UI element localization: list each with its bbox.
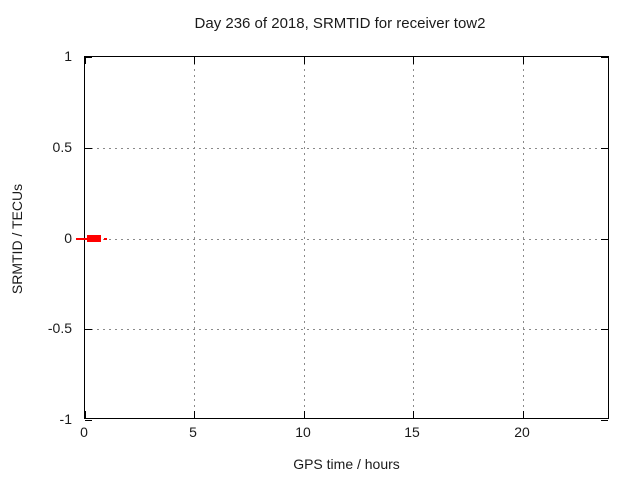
x-tick-label: 0 [80, 424, 88, 440]
x-tick-bottom [304, 411, 305, 418]
y-tick-label: 0.5 [52, 139, 72, 155]
y-tick-right [601, 57, 608, 58]
gridline-vertical [523, 57, 524, 418]
x-tick-top [304, 57, 305, 64]
y-tick-right [601, 239, 608, 240]
y-tick-left [85, 57, 92, 58]
y-tick-left [85, 148, 92, 149]
gridline-horizontal [85, 239, 608, 240]
y-tick-label: 0 [64, 230, 72, 246]
y-tick-label: -1 [59, 411, 72, 427]
y-tick-label: 1 [64, 48, 72, 64]
x-tick-label: 5 [189, 424, 197, 440]
chart-title: Day 236 of 2018, SRMTID for receiver tow… [194, 15, 486, 32]
data-marker-thin-dash [104, 238, 107, 240]
gridline-horizontal [85, 329, 608, 330]
x-tick-bottom [413, 411, 414, 418]
y-tick-label: -0.5 [47, 320, 72, 336]
gridline-horizontal [85, 148, 608, 149]
x-tick-label: 10 [295, 424, 311, 440]
y-tick-left [85, 329, 92, 330]
x-tick-top [523, 57, 524, 64]
x-tick-bottom [85, 411, 86, 418]
x-tick-bottom [523, 411, 524, 418]
gridline-vertical [194, 57, 195, 418]
data-marker-thick-block [87, 235, 101, 242]
x-axis-title: GPS time / hours [293, 456, 400, 472]
x-tick-top [413, 57, 414, 64]
y-tick-right [601, 329, 608, 330]
x-tick-label: 15 [404, 424, 420, 440]
gridline-vertical [304, 57, 305, 418]
plot-area [76, 56, 609, 421]
x-tick-bottom [194, 411, 195, 418]
gridline-vertical [413, 57, 414, 418]
x-tick-top [194, 57, 195, 64]
y-tick-left [85, 420, 92, 421]
data-marker-thin-line [76, 238, 88, 240]
x-tick-top [85, 57, 86, 64]
y-tick-right [601, 148, 608, 149]
x-tick-label: 20 [514, 424, 530, 440]
y-tick-right [601, 420, 608, 421]
